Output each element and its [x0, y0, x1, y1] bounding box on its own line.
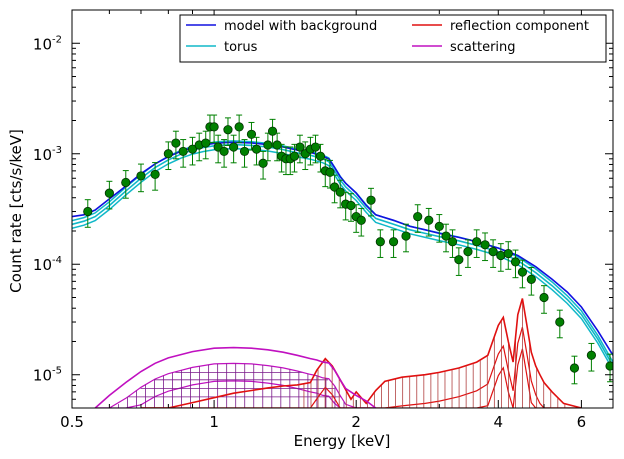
- x-tick-label: 6: [577, 413, 587, 431]
- data-point: [310, 142, 321, 152]
- data-point: [539, 292, 549, 303]
- data-point: [510, 257, 521, 267]
- x-tick-label: 1: [209, 413, 219, 431]
- data-point: [289, 151, 300, 161]
- torus-band-line: [72, 147, 613, 371]
- data-point: [267, 126, 278, 136]
- data-point: [121, 177, 131, 188]
- data-point: [223, 125, 233, 135]
- legend-box: [179, 14, 607, 63]
- data-point: [234, 122, 244, 132]
- y-tick-label: 10-2: [33, 34, 62, 53]
- data-point: [526, 274, 536, 284]
- data-point: [401, 231, 411, 241]
- x-tick-label: 2: [351, 413, 361, 431]
- scattering-band-line: [95, 362, 376, 408]
- axes: 0.5 1 2 4 6 10-5 10-4 10-3 10-2: [33, 9, 614, 431]
- plot-frame: [71, 9, 614, 409]
- data-point: [472, 237, 482, 247]
- data-point: [586, 350, 597, 360]
- data-point: [447, 237, 458, 247]
- data-point: [413, 211, 423, 222]
- data-point: [346, 200, 356, 211]
- y-tick-label: 10-5: [33, 366, 62, 385]
- data-point: [187, 144, 198, 154]
- data-point: [375, 237, 385, 247]
- data-point: [356, 215, 366, 225]
- data-point: [104, 188, 114, 198]
- data-point: [325, 167, 335, 177]
- data-point: [163, 149, 173, 159]
- data-point: [315, 151, 326, 161]
- x-axis-title: Energy [keV]: [294, 432, 391, 450]
- y-tick-label: 10-4: [33, 255, 62, 274]
- data-point: [150, 169, 160, 180]
- data-point: [136, 171, 146, 181]
- data-point: [263, 140, 273, 150]
- data-point: [388, 237, 399, 247]
- y-axis-title: Count rate [cts/s/keV]: [7, 129, 25, 293]
- data-point: [496, 250, 506, 261]
- data-point: [251, 144, 262, 154]
- data-point: [488, 247, 498, 257]
- data-point: [219, 146, 229, 157]
- legend-label: reflection component: [450, 19, 589, 34]
- legend-label: model with background: [224, 19, 377, 34]
- legend-label: torus: [224, 40, 258, 55]
- reflection-band-group: [141, 299, 582, 408]
- data-point: [209, 122, 219, 132]
- data-point: [366, 195, 376, 205]
- data-point: [517, 267, 528, 277]
- data-point: [434, 221, 444, 232]
- data-point: [454, 255, 464, 265]
- data-point: [569, 363, 580, 373]
- data-point: [272, 140, 282, 150]
- y-tick-label: 10-3: [33, 145, 62, 164]
- data-point: [178, 146, 188, 157]
- data-point: [480, 240, 490, 250]
- data-point: [555, 317, 565, 327]
- data-point: [83, 206, 93, 217]
- series-line-scattering: [94, 346, 377, 408]
- legend: model with background reflection componen…: [179, 14, 607, 63]
- data-point: [246, 129, 257, 139]
- data-point: [239, 146, 250, 157]
- series-line-reflection-component: [141, 298, 582, 408]
- x-tick-label: 0.5: [60, 413, 84, 431]
- data-point: [424, 215, 434, 225]
- data-point: [503, 248, 513, 259]
- plot-area: [72, 114, 613, 408]
- legend-label: scattering: [450, 40, 516, 55]
- data-point: [229, 142, 239, 152]
- x-tick-label: 4: [494, 413, 504, 431]
- data-point: [171, 138, 181, 148]
- data-point: [463, 247, 473, 257]
- data-point: [605, 361, 613, 371]
- scattering-band-group: [95, 362, 376, 408]
- data-points-group: [83, 114, 613, 385]
- data-point: [441, 231, 451, 241]
- data-point: [295, 142, 305, 152]
- plot-content: [72, 114, 613, 408]
